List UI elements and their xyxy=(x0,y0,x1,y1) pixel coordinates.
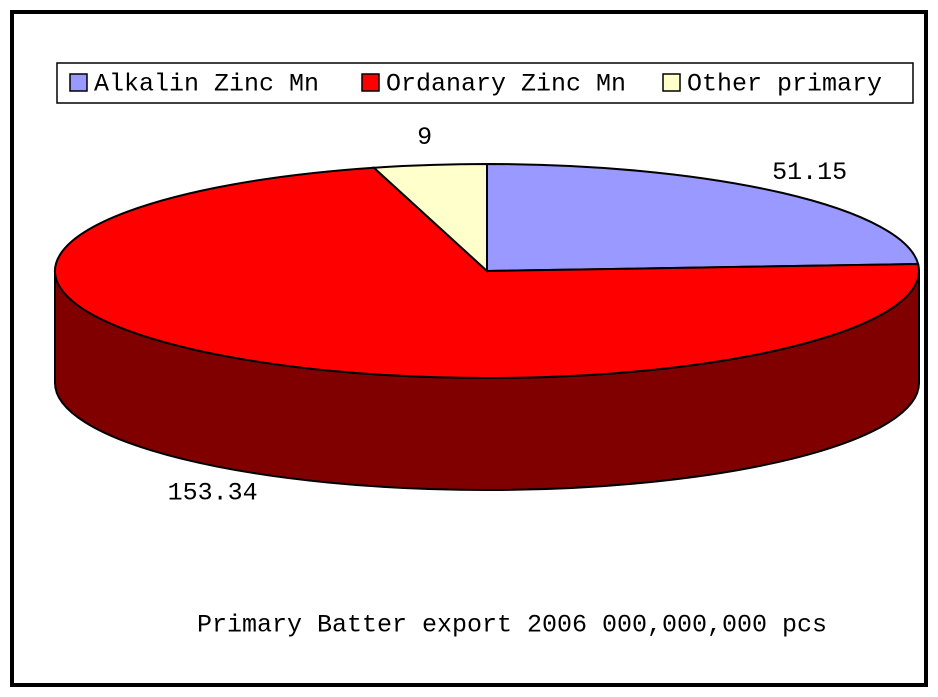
legend-swatch xyxy=(361,73,380,92)
data-label: 9 xyxy=(417,123,432,152)
legend-swatch xyxy=(69,73,88,92)
data-label: 51.15 xyxy=(772,158,847,187)
legend-box xyxy=(56,62,914,104)
slice xyxy=(54,166,920,380)
legend-label: Ordanary Zinc Mn xyxy=(386,70,626,99)
slice xyxy=(486,162,920,273)
legend-label: Other primary xyxy=(687,70,882,99)
chart-title: Primary Batter export 2006 000,000,000 p… xyxy=(197,611,827,640)
legend-swatch xyxy=(662,73,681,92)
legend-label: Alkalin Zinc Mn xyxy=(94,70,319,99)
data-label: 153.34 xyxy=(168,478,258,507)
slice xyxy=(371,162,488,274)
pie xyxy=(54,162,920,491)
